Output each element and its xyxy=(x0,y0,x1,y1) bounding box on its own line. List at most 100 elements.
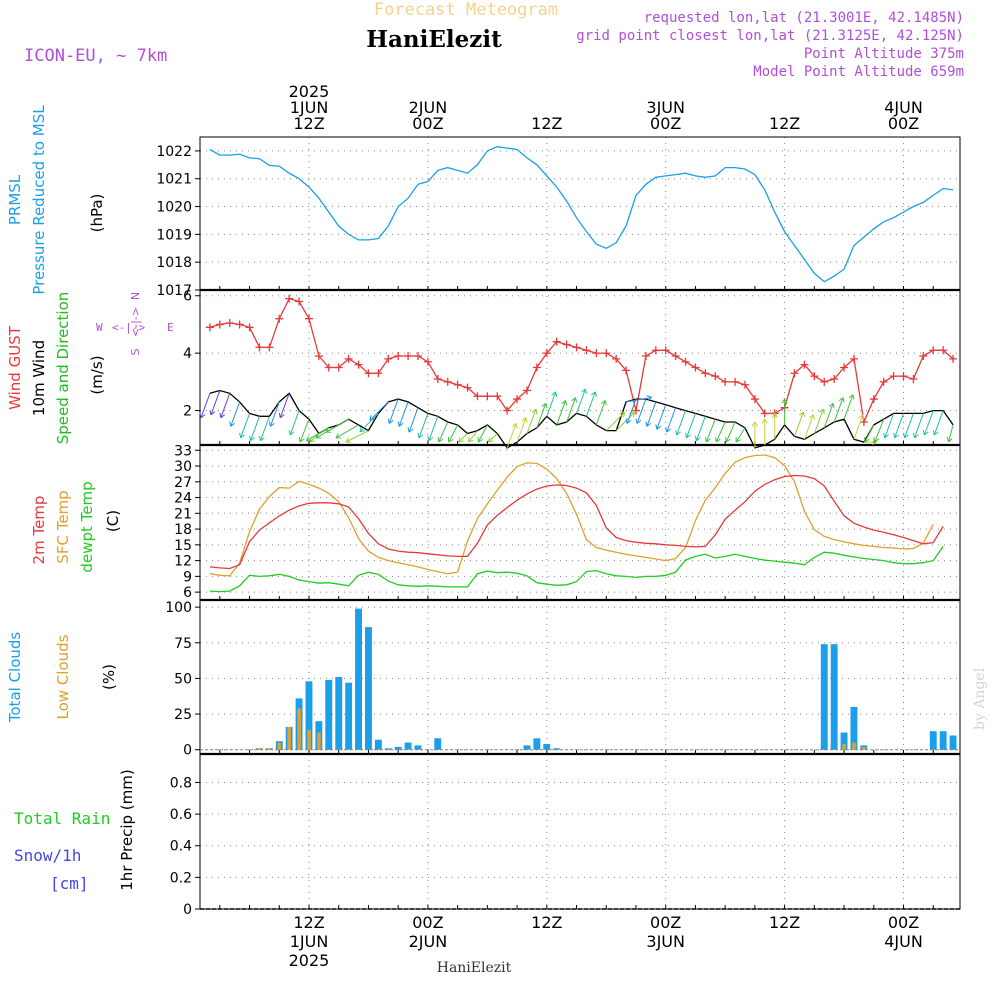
time-label-top: 12Z xyxy=(293,114,324,133)
y-tick-label: 0.8 xyxy=(170,775,192,791)
wind-title-dir: Speed and Direction xyxy=(54,292,72,445)
gust-marker xyxy=(215,320,224,329)
direction-arrow xyxy=(428,416,439,441)
direction-arrow xyxy=(864,424,875,443)
direction-arrow xyxy=(250,416,260,441)
direction-arrow xyxy=(279,393,290,418)
direction-arrow xyxy=(803,414,814,440)
direction-arrowhead xyxy=(591,391,597,397)
gust-marker xyxy=(295,297,304,306)
direction-arrow xyxy=(615,411,635,432)
direction-arrowhead xyxy=(932,429,939,436)
y-tick-label: 9 xyxy=(183,569,192,585)
direction-arrow xyxy=(715,421,726,443)
pressure-line xyxy=(209,146,954,283)
time-label-bottom: 1JUN xyxy=(290,932,329,951)
direction-arrow xyxy=(240,413,251,439)
direction-arrow xyxy=(625,396,652,403)
time-label-bottom: 00Z xyxy=(412,913,443,932)
gust-marker xyxy=(473,392,482,401)
direction-arrow xyxy=(794,411,804,437)
direction-arrowhead xyxy=(922,429,929,436)
direction-arrow xyxy=(458,433,468,443)
temp-title-2m: 2m Temp xyxy=(30,496,48,565)
direction-arrowhead xyxy=(487,437,494,443)
compass-w: W xyxy=(96,321,103,334)
app-title: Forecast Meteogram xyxy=(374,0,558,20)
gust-marker xyxy=(701,369,710,378)
station-title: HaniElezit xyxy=(366,26,502,53)
direction-arrowhead xyxy=(838,397,845,403)
temp-title-dewpt: dewpt Temp xyxy=(78,481,96,572)
gust-marker xyxy=(622,366,631,375)
direction-arrow xyxy=(438,421,449,443)
direction-arrow xyxy=(408,407,419,433)
gust-marker xyxy=(840,363,849,372)
total-cloud-bar xyxy=(543,744,551,750)
y-tick-label: 6 xyxy=(183,585,192,601)
direction-arrowhead xyxy=(325,427,332,433)
y-tick-label: 0.6 xyxy=(170,807,192,823)
direction-arrowhead xyxy=(561,400,568,406)
direction-arrow xyxy=(418,413,429,439)
direction-arrowhead xyxy=(369,415,375,421)
direction-arrowhead xyxy=(946,437,953,443)
gust-marker xyxy=(522,386,531,395)
panel-frame xyxy=(199,753,961,910)
time-label-bottom: 2025 xyxy=(289,951,330,970)
gust-marker xyxy=(285,294,294,303)
gust-marker xyxy=(889,372,898,381)
direction-arrowhead xyxy=(705,437,711,443)
direction-arrowhead xyxy=(725,436,731,443)
direction-arrowhead xyxy=(819,408,825,415)
direction-arrowhead xyxy=(864,436,870,443)
gust-marker xyxy=(681,357,690,366)
direction-arrowhead xyxy=(893,432,899,439)
pressure-title-1: PRMSL xyxy=(6,174,24,225)
gust-marker xyxy=(572,343,581,352)
cloud-title-total: Total Clouds xyxy=(6,632,24,724)
precip-title-unit: [cm] xyxy=(50,874,89,893)
time-label-top: 00Z xyxy=(888,114,919,133)
direction-arrowhead xyxy=(437,436,444,443)
direction-arrow xyxy=(585,391,596,417)
direction-arrow xyxy=(210,390,221,416)
total-cloud-bar xyxy=(533,738,541,750)
direction-arrowhead xyxy=(781,398,788,404)
direction-arrow xyxy=(695,416,706,441)
direction-arrow xyxy=(369,401,389,421)
gust-marker xyxy=(304,314,313,323)
wind-ylabel: (m/s) xyxy=(88,355,106,394)
y-tick-label: 21 xyxy=(174,506,192,522)
total-cloud-bar xyxy=(523,745,531,750)
direction-arrow xyxy=(200,393,211,418)
gust-marker xyxy=(513,395,522,404)
y-tick-label: 0 xyxy=(183,902,192,918)
direction-arrow xyxy=(388,398,399,424)
direction-arrow xyxy=(636,398,647,424)
pressure-ylabel: (hPa) xyxy=(88,194,106,233)
direction-arrow xyxy=(813,408,824,434)
direction-arrowhead xyxy=(858,414,865,420)
gust-marker xyxy=(661,346,670,355)
direction-arrow xyxy=(626,398,637,424)
y-tick-label: 0 xyxy=(183,743,192,759)
direction-arrowhead xyxy=(278,412,285,419)
direction-arrow xyxy=(448,424,459,443)
total-cloud-bar xyxy=(949,735,957,750)
y-tick-label: 1019 xyxy=(156,227,192,243)
direction-arrowhead xyxy=(477,436,484,443)
gust-marker xyxy=(324,363,333,372)
direction-arrow xyxy=(359,413,379,433)
direction-arrow xyxy=(299,418,310,443)
time-label-bottom: 00Z xyxy=(888,913,919,932)
compass-n: N xyxy=(129,292,142,300)
precip-title-snow: Snow/1h xyxy=(14,846,81,865)
gust-marker xyxy=(582,346,591,355)
compass-e: E xyxy=(167,321,174,334)
direction-arrow xyxy=(948,424,954,443)
gust-marker xyxy=(631,406,640,415)
credit-watermark: by Angel xyxy=(972,667,988,730)
gust-marker xyxy=(374,369,383,378)
direction-arrow xyxy=(220,393,231,418)
